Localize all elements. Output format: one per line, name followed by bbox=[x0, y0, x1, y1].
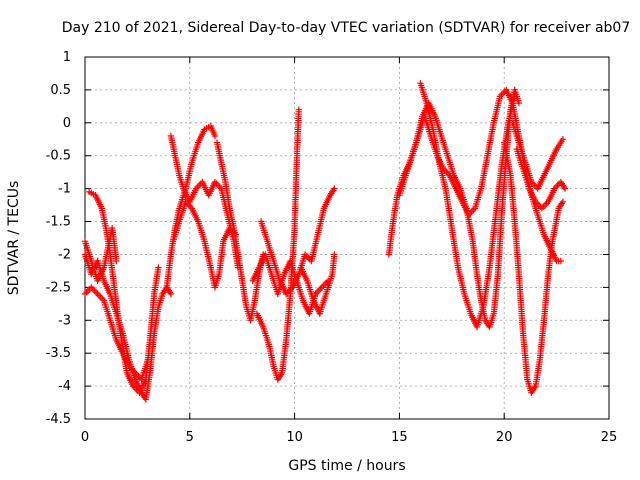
ticks: 0 5 10 15 20 25 1 0.5 0 -0.5 -1 -1.5 -2 -2.5 -3 -3.5 -4 -… bbox=[46, 50, 618, 445]
series-sat-track-o bbox=[417, 80, 518, 331]
data-point bbox=[295, 106, 302, 113]
y-axis-label: SDTVAR / TECUs bbox=[6, 181, 22, 296]
data-point bbox=[113, 257, 120, 265]
y-tick-label: -4.5 bbox=[46, 412, 71, 427]
data-point bbox=[83, 289, 90, 296]
x-tick-label: 0 bbox=[81, 430, 89, 445]
data-point bbox=[331, 185, 338, 192]
y-tick-label: -4 bbox=[58, 379, 71, 394]
series-sat-track-n bbox=[396, 86, 564, 265]
data-point bbox=[92, 289, 100, 296]
y-tick-label: -1.5 bbox=[46, 215, 71, 230]
y-tick-label: -2 bbox=[58, 247, 71, 262]
y-tick-label: -3 bbox=[58, 313, 71, 328]
data-point bbox=[511, 93, 518, 100]
series-sat-track-h bbox=[213, 139, 267, 324]
y-tick-label: 0.5 bbox=[50, 83, 71, 98]
data-point bbox=[561, 185, 569, 192]
y-tick-label: 0 bbox=[63, 116, 71, 131]
y-tick-label: -1 bbox=[58, 182, 71, 197]
data-point bbox=[557, 257, 564, 265]
data-point bbox=[155, 264, 162, 271]
data-point bbox=[559, 198, 567, 205]
series-sat-track-r bbox=[509, 119, 567, 192]
data-point bbox=[81, 290, 89, 298]
x-axis-label: GPS time / hours bbox=[288, 458, 405, 474]
data-points bbox=[81, 80, 569, 403]
data-point bbox=[88, 284, 95, 291]
data-point bbox=[515, 99, 523, 107]
series-sat-track-g bbox=[169, 198, 240, 291]
grid bbox=[85, 57, 609, 419]
series-sat-track-c bbox=[81, 284, 152, 383]
y-tick-label: -0.5 bbox=[46, 149, 71, 164]
series-sat-track-p bbox=[501, 139, 567, 396]
x-tick-label: 15 bbox=[391, 430, 408, 445]
y-tick-label: -2.5 bbox=[46, 280, 71, 295]
series-sat-track-d bbox=[81, 224, 120, 284]
series-sat-track-b bbox=[86, 188, 162, 396]
x-tick-label: 20 bbox=[496, 430, 513, 445]
x-tick-label: 5 bbox=[186, 430, 194, 445]
data-point bbox=[331, 251, 338, 258]
x-tick-label: 10 bbox=[286, 430, 303, 445]
data-point bbox=[167, 290, 175, 298]
chart-title: Day 210 of 2021, Sidereal Day-to-day VTE… bbox=[62, 20, 631, 36]
y-tick-label: -3.5 bbox=[46, 346, 71, 361]
data-point bbox=[559, 136, 567, 143]
plot-frame bbox=[84, 56, 610, 420]
data-point bbox=[211, 132, 219, 140]
x-tick-label: 25 bbox=[601, 430, 618, 445]
series-sat-track-l bbox=[297, 251, 338, 317]
data-point bbox=[144, 356, 152, 363]
y-tick-label: 1 bbox=[63, 50, 71, 65]
